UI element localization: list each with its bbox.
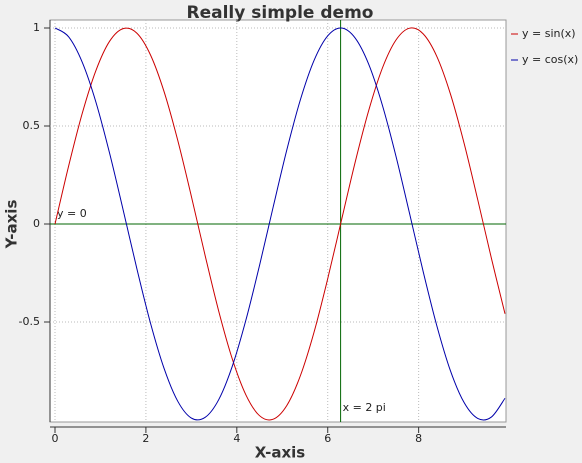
y-tick-label: -0.5 — [19, 315, 40, 328]
y-tick-label: 1 — [33, 21, 40, 34]
legend-label: y = sin(x) — [522, 27, 576, 40]
series-line — [54, 27, 506, 421]
y-tick-label: 0 — [33, 217, 40, 230]
y-axis-title: Y-axis — [3, 200, 21, 250]
x-tick-label: 8 — [415, 432, 422, 445]
x-tick-label: 4 — [233, 432, 240, 445]
legend-label: y = cos(x) — [522, 53, 578, 66]
plot-canvas — [49, 19, 507, 423]
series-line — [54, 27, 506, 421]
x-axis-title: X-axis — [255, 444, 306, 462]
marker-label: y = 0 — [57, 207, 87, 220]
x-tick-label: 0 — [52, 432, 59, 445]
marker-label: x = 2 pi — [343, 401, 386, 414]
x-tick-label: 6 — [324, 432, 331, 445]
x-tick-label: 2 — [142, 432, 149, 445]
y-tick-label: 0.5 — [23, 119, 41, 132]
chart-title: Really simple demo — [187, 3, 374, 23]
